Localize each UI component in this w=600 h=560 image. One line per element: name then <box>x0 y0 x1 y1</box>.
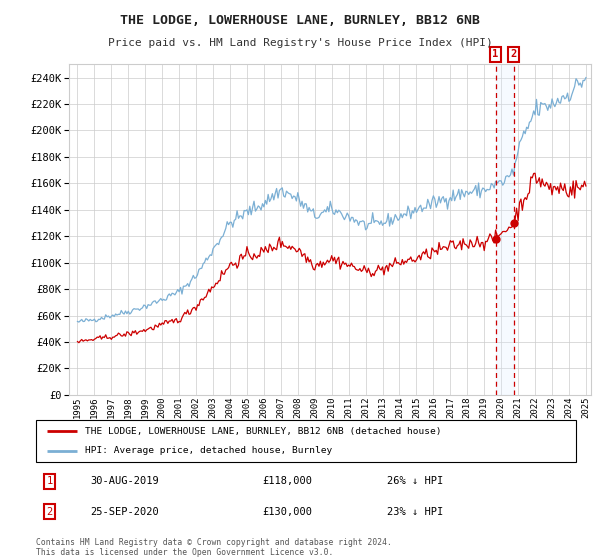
Text: 1: 1 <box>46 476 53 486</box>
Text: HPI: Average price, detached house, Burnley: HPI: Average price, detached house, Burn… <box>85 446 332 455</box>
Text: 26% ↓ HPI: 26% ↓ HPI <box>387 476 443 486</box>
Text: 30-AUG-2019: 30-AUG-2019 <box>90 476 159 486</box>
Text: 2: 2 <box>511 49 517 59</box>
Text: 2: 2 <box>46 507 53 517</box>
Text: 25-SEP-2020: 25-SEP-2020 <box>90 507 159 517</box>
FancyBboxPatch shape <box>36 420 576 462</box>
Text: Price paid vs. HM Land Registry's House Price Index (HPI): Price paid vs. HM Land Registry's House … <box>107 38 493 48</box>
Text: Contains HM Land Registry data © Crown copyright and database right 2024.
This d: Contains HM Land Registry data © Crown c… <box>36 538 392 557</box>
Bar <box>496 64 514 395</box>
Text: 1: 1 <box>493 49 499 59</box>
Text: THE LODGE, LOWERHOUSE LANE, BURNLEY, BB12 6NB (detached house): THE LODGE, LOWERHOUSE LANE, BURNLEY, BB1… <box>85 427 441 436</box>
Text: £118,000: £118,000 <box>263 476 313 486</box>
Text: £130,000: £130,000 <box>263 507 313 517</box>
Text: 23% ↓ HPI: 23% ↓ HPI <box>387 507 443 517</box>
Text: THE LODGE, LOWERHOUSE LANE, BURNLEY, BB12 6NB: THE LODGE, LOWERHOUSE LANE, BURNLEY, BB1… <box>120 14 480 27</box>
